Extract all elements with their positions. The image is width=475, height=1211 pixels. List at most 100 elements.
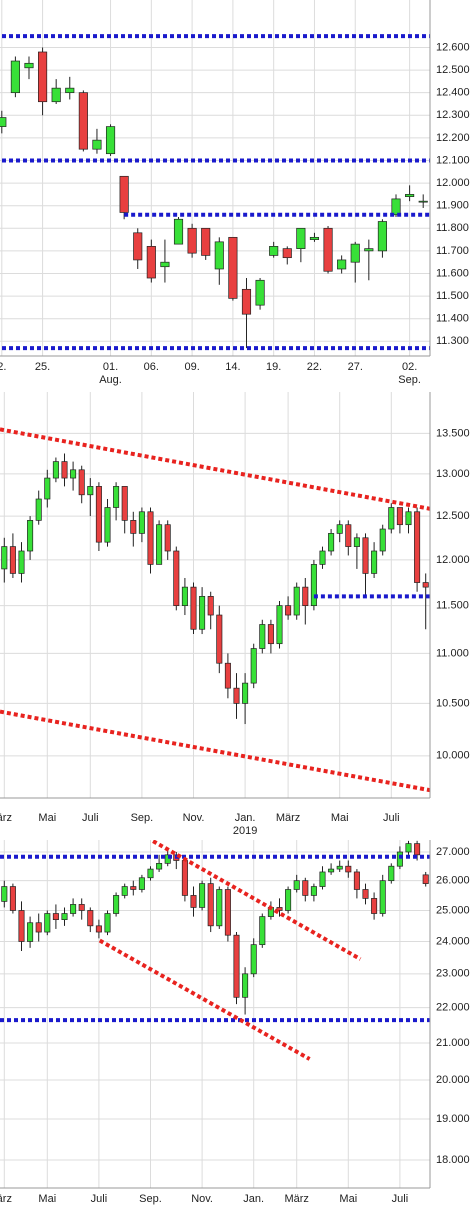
y-tick-label: 18.000 (436, 1154, 470, 1166)
candle-body (418, 200, 428, 203)
candle-body (78, 92, 88, 150)
candle-body (336, 865, 343, 870)
candle-body (228, 236, 238, 299)
y-tick-label: 13.500 (436, 427, 470, 439)
x-tick-label: Nov. (183, 812, 205, 824)
candle-body (337, 259, 347, 270)
candle-body (27, 922, 34, 942)
x-tick-label: ärz (0, 1193, 12, 1205)
candle-body (350, 243, 360, 263)
x-tick-label: Juli (392, 1193, 409, 1205)
candle-body (309, 236, 320, 240)
candle-body (364, 248, 374, 252)
x-tick-label: Sep. (131, 812, 154, 824)
candle-body (371, 898, 378, 914)
y-tick-label: 12.200 (436, 132, 470, 144)
candle-body (216, 889, 223, 927)
candle-body (173, 218, 184, 245)
candle-body (18, 550, 25, 574)
candle-body (362, 537, 369, 574)
x-tick-label: März (284, 1193, 308, 1205)
candle-body (379, 880, 386, 914)
candle-body (61, 913, 68, 920)
x-tick-label: 02. Sep. (398, 361, 421, 386)
candle-body (296, 227, 306, 249)
candle-body (377, 221, 387, 252)
candle-body (255, 279, 265, 306)
candle-body (78, 904, 85, 911)
plot-area (0, 840, 430, 1188)
candle-body (328, 868, 335, 873)
candle-body (388, 507, 395, 530)
x-tick-label: 01. Aug. (99, 361, 122, 386)
trend-line (98, 938, 311, 1061)
candle-body (10, 60, 20, 94)
x-tick-label: Jan. (243, 1193, 264, 1205)
candle-body (233, 934, 240, 998)
candle-body (130, 520, 137, 534)
y-tick-label: 12.100 (436, 154, 470, 166)
x-tick-label: 22. (307, 361, 322, 373)
x-tick-label: 2. (0, 361, 6, 373)
candle-body (345, 524, 352, 547)
y-tick-label: 24.000 (436, 935, 470, 947)
chart-panel: 18.000 19.000 20.000 21.000 22.000 23.000 24.0… (0, 840, 470, 1205)
x-tick-label: Juli (82, 812, 99, 824)
candle-body (242, 973, 249, 998)
x-tick-label: Mai (339, 1193, 357, 1205)
y-tick-label: 22.000 (436, 1002, 470, 1014)
candle-body (405, 194, 415, 197)
candle-body (250, 944, 257, 975)
candle-body (1, 886, 8, 902)
x-tick-label: Juli (91, 1193, 108, 1205)
x-tick-label: 27. (348, 361, 363, 373)
candle-body (35, 498, 42, 521)
candle-body (310, 886, 317, 896)
candle-body (224, 889, 231, 936)
candle-body (92, 139, 102, 150)
y-tick-label: 27.000 (436, 846, 470, 858)
candle-body (156, 862, 163, 870)
y-tick-label: 12.600 (436, 41, 470, 53)
candle-body (422, 582, 429, 588)
x-tick-label: ärz (0, 812, 12, 824)
candle-body (105, 126, 116, 155)
y-tick-label: 21.000 (436, 1037, 470, 1049)
candle-body (181, 586, 188, 607)
candle-body (302, 586, 309, 607)
y-tick-label: 11.700 (436, 245, 469, 257)
y-tick-label: 12.500 (436, 510, 470, 522)
candle-body (121, 886, 128, 896)
candle-body (70, 469, 77, 479)
candle-body (353, 871, 360, 890)
candle-body (199, 595, 206, 630)
y-tick-label: 11.300 (436, 335, 469, 347)
x-tick-label: Jan. 2019 (233, 812, 257, 837)
candle-body (310, 564, 317, 607)
candle-body (156, 524, 163, 565)
y-tick-label: 11.000 (436, 647, 469, 659)
candle-body (104, 507, 111, 543)
candle-body (267, 624, 274, 645)
candle-body (87, 910, 94, 927)
candle-body (285, 605, 292, 616)
candle-body (113, 486, 120, 508)
candle-body (35, 922, 42, 933)
x-tick-label: Mai (38, 812, 56, 824)
candle-body (269, 246, 279, 256)
candle-body (119, 175, 129, 213)
y-tick-label: 12.500 (436, 64, 470, 76)
candle-body (51, 87, 61, 103)
candle-body (181, 860, 188, 896)
candle-body (396, 851, 403, 867)
candle-body (147, 511, 154, 565)
candle-body (242, 682, 249, 704)
x-tick-label: 06. (144, 361, 159, 373)
candle-body (319, 550, 326, 565)
y-tick-label: 12.400 (436, 87, 470, 99)
candle-body (323, 227, 333, 272)
plot (0, 392, 430, 798)
candle-body (199, 883, 206, 908)
candle-body (173, 550, 180, 607)
candle-body (285, 889, 292, 911)
